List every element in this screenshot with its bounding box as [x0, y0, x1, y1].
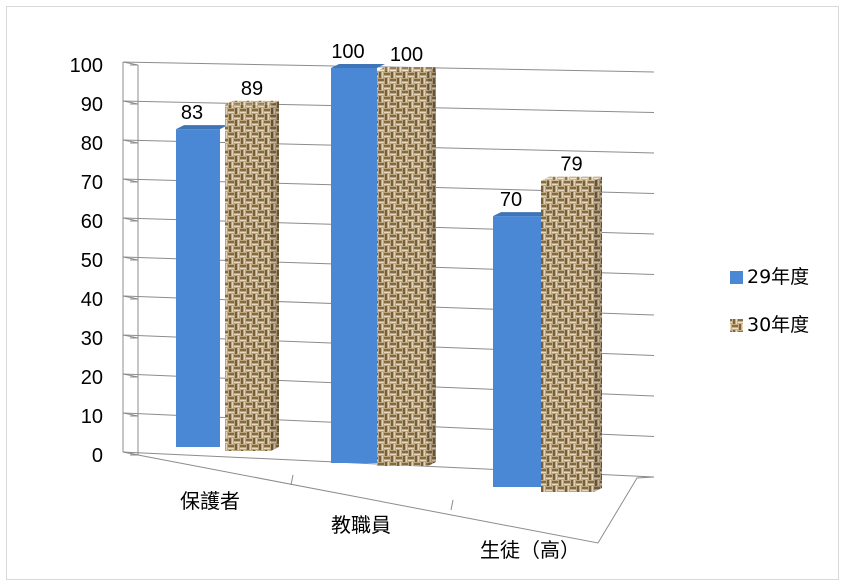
y-tick-label: 50: [81, 250, 103, 272]
bar-side: [271, 100, 279, 451]
y-tick-label: 70: [81, 172, 103, 194]
data-label: 79: [560, 154, 582, 176]
data-label: 100: [390, 44, 423, 66]
bar-front: [225, 104, 271, 451]
bar: [331, 64, 385, 463]
bar-top: [493, 212, 549, 217]
legend-label: 30年度: [747, 314, 809, 336]
legend: 29年度 30年度: [730, 266, 809, 336]
bar-top: [225, 100, 279, 105]
bar-shading: [541, 180, 594, 493]
bar-top: [176, 125, 228, 130]
y-tick-label: 30: [81, 328, 103, 350]
data-label: 89: [241, 78, 263, 100]
bar: [225, 100, 279, 451]
floor-outline: [137, 454, 655, 544]
bar-front: [176, 129, 220, 448]
x-tick-mark: [290, 474, 294, 486]
y-tick-label: 90: [81, 94, 103, 116]
legend-label: 29年度: [747, 266, 809, 288]
bar-shading: [377, 71, 428, 466]
x-category-label: 教職員: [331, 513, 391, 537]
y-tick-label: 0: [92, 445, 103, 467]
bar-front: [331, 68, 377, 463]
y-tick-label: 40: [81, 289, 103, 311]
bar-top: [331, 64, 385, 68]
bar-top: [377, 67, 436, 71]
y-tick-label: 100: [70, 55, 103, 77]
floor-left-edge: [122, 451, 139, 456]
data-label: 83: [181, 102, 203, 124]
y-tick-label: 20: [81, 367, 103, 389]
data-label: 70: [500, 189, 522, 211]
x-tick-mark: [450, 499, 454, 511]
legend-item: 29年度: [730, 266, 809, 288]
y-tick-label: 10: [81, 406, 103, 428]
legend-swatch: [730, 271, 743, 284]
bar-side: [428, 67, 436, 466]
x-category-label: 保護者: [180, 489, 240, 513]
bar-front: [493, 216, 541, 487]
axes: [122, 62, 655, 544]
bar: [176, 125, 228, 448]
bar: [377, 67, 436, 466]
bar-side: [594, 176, 602, 493]
y-tick-label: 80: [81, 133, 103, 155]
bar-front: [377, 71, 428, 466]
bar: [493, 212, 549, 487]
bar-top: [541, 176, 602, 181]
bar: [541, 176, 602, 493]
data-label: 100: [331, 41, 364, 63]
y-tick-label: 60: [81, 211, 103, 233]
bar-shading: [225, 104, 271, 451]
labels: 0 10 20 30 40 50 60 70 80 90 100 83 89 100 100 70 79 保護者教…: [70, 41, 583, 562]
bar-front: [541, 180, 594, 493]
legend-item: 30年度: [730, 314, 809, 336]
bars: [176, 64, 602, 493]
legend-swatch: [730, 319, 743, 332]
x-category-label: 生徒（高）: [480, 538, 580, 562]
